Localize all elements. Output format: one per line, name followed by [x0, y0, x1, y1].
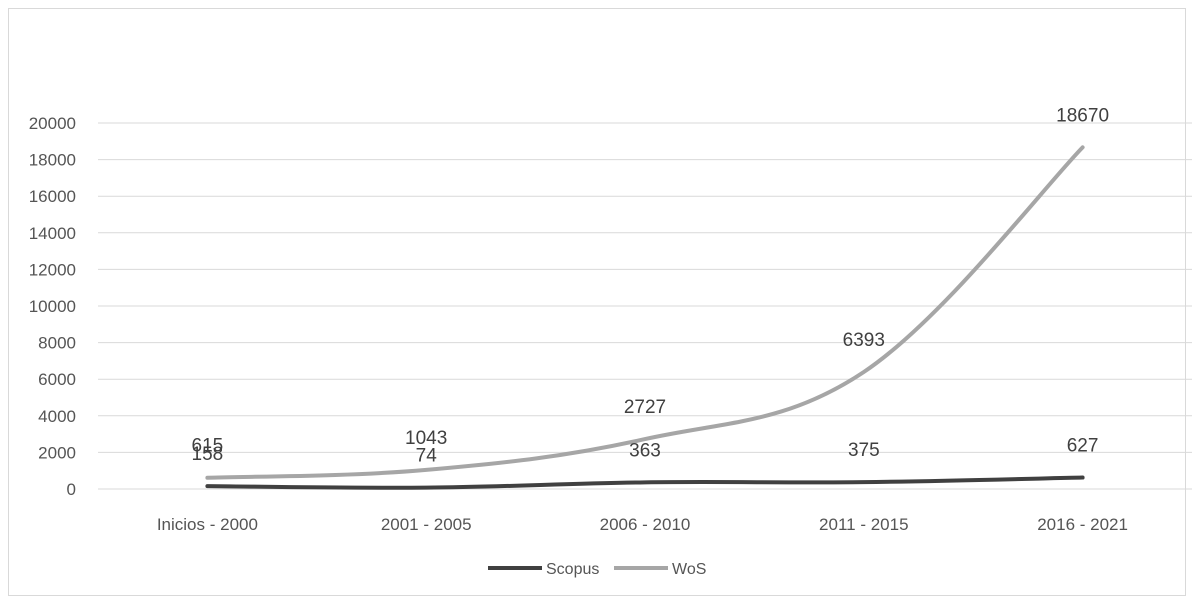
- data-label-scopus: 375: [848, 440, 880, 461]
- data-label-wos: 18670: [1056, 105, 1109, 126]
- y-tick-label: 16000: [29, 187, 76, 206]
- data-label-wos: 6393: [843, 330, 885, 351]
- y-axis-ticks: 0 2000 4000 6000 8000 10000 12000 14000 16000 180…: [29, 114, 76, 499]
- x-tick-label: 2011 - 2015: [819, 515, 908, 534]
- data-label-wos: 1043: [405, 428, 447, 449]
- legend-label-scopus: Scopus: [546, 561, 599, 578]
- y-tick-label: 20000: [29, 114, 76, 133]
- x-tick-label: 2001 - 2005: [381, 515, 472, 534]
- y-tick-label: 2000: [38, 443, 76, 462]
- legend-label-wos: WoS: [672, 561, 706, 578]
- x-tick-label: 2016 - 2021: [1037, 515, 1128, 534]
- legend: Scopus WoS: [488, 561, 706, 578]
- data-label-wos: 2727: [624, 397, 666, 418]
- y-tick-label: 14000: [29, 224, 76, 243]
- y-tick-label: 0: [67, 480, 76, 499]
- data-label-scopus: 74: [416, 446, 438, 467]
- series-line-wos: [205, 145, 1085, 480]
- series-lines: [205, 145, 1085, 490]
- x-tick-label: Inicios - 2000: [157, 515, 258, 534]
- series-line-scopus: [205, 475, 1085, 490]
- chart-frame: [8, 8, 1186, 596]
- data-label-wos: 615: [192, 436, 224, 457]
- y-tick-label: 10000: [29, 297, 76, 316]
- x-axis-ticks: Inicios - 2000 2001 - 2005 2006 - 2010 2011…: [157, 515, 1128, 534]
- data-label-scopus: 363: [629, 440, 661, 461]
- data-label-scopus: 627: [1067, 436, 1099, 457]
- y-tick-label: 4000: [38, 407, 76, 426]
- x-tick-label: 2006 - 2010: [600, 515, 691, 534]
- y-tick-label: 8000: [38, 334, 76, 353]
- gridlines: [98, 122, 1192, 490]
- data-labels: 158 74 363 375 627 615 1043 2727 6393 18670: [192, 105, 1109, 466]
- y-tick-label: 18000: [29, 151, 76, 170]
- y-tick-label: 6000: [38, 370, 76, 389]
- data-label-scopus: 158: [192, 444, 224, 465]
- y-tick-label: 12000: [29, 260, 76, 279]
